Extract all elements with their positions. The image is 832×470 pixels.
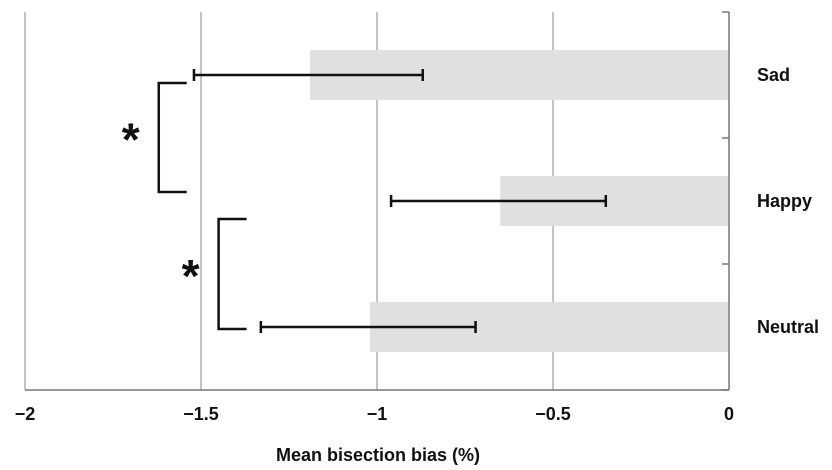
x-tick-label: −1.5 xyxy=(183,404,219,424)
bracket-line xyxy=(217,217,247,331)
error-bars xyxy=(192,69,608,333)
error-bar-neutral xyxy=(259,321,477,333)
significance-star: * xyxy=(182,250,200,302)
x-tick-label: −0.5 xyxy=(535,404,571,424)
category-label-sad: Sad xyxy=(757,65,790,85)
x-tick-label: −1 xyxy=(367,404,388,424)
category-label-happy: Happy xyxy=(757,191,812,211)
axes: −2 −1.5 −1 −0.5 0 Sad Happy Neutral xyxy=(15,11,819,424)
significance-bracket: * xyxy=(182,217,247,331)
significance-bracket: * xyxy=(122,81,187,194)
significance-brackets: ** xyxy=(122,81,247,331)
x-axis-title: Mean bisection bias (%) xyxy=(276,445,480,465)
error-bar-sad xyxy=(192,69,425,81)
significance-star: * xyxy=(122,114,140,166)
bracket-line xyxy=(157,81,187,194)
x-tick-label: 0 xyxy=(724,404,734,424)
error-bar-happy xyxy=(389,195,608,207)
category-label-neutral: Neutral xyxy=(757,317,819,337)
x-tick-label: −2 xyxy=(15,404,36,424)
